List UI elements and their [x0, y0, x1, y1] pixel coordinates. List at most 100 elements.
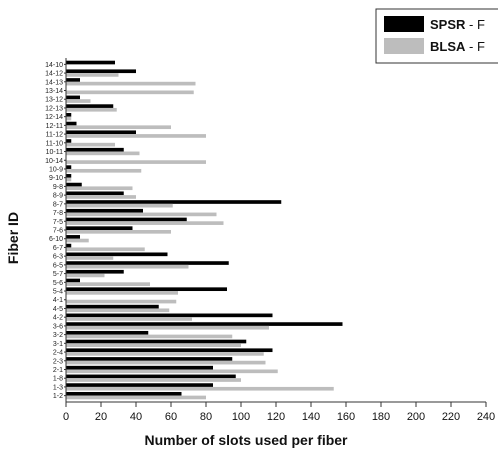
bar-spsr-14-12 — [66, 69, 136, 74]
bar-blsa-5-4 — [66, 291, 178, 295]
bar-spsr-6-3 — [66, 252, 168, 257]
category-labels: 1-2 1-31-8 2-1 2-32-4 3-1 3-2 3-64-2 4-5 4-15-4 5… — [45, 62, 66, 400]
x-tick-label: 40 — [130, 411, 142, 423]
bar-blsa-9-8 — [66, 186, 133, 191]
bar-blsa-5-7 — [66, 273, 105, 278]
y-tick-label: 11-12 — [46, 132, 63, 139]
bar-blsa-8-9 — [66, 195, 136, 199]
bar-spsr-5-7 — [66, 269, 124, 274]
bar-blsa-10-9 — [66, 168, 142, 173]
bar-spsr-10-11 — [66, 147, 124, 152]
y-tick-label: 9-8 — [53, 184, 63, 191]
y-tick-label: 2-4 — [53, 350, 63, 357]
bar-blsa-12-14 — [66, 116, 72, 121]
y-tick-label: 7-8 — [53, 210, 63, 217]
bar-blsa-9-10 — [66, 177, 72, 182]
y-tick-label: 3-1 — [53, 341, 63, 348]
bar-spsr-12-11 — [66, 121, 77, 126]
bar-blsa-14-13 — [66, 81, 196, 86]
bar-spsr-1-2 — [66, 391, 182, 396]
bar-blsa-2-3 — [66, 360, 266, 365]
y-tick-label: 14-10 — [45, 62, 63, 69]
legend-swatch-spsr — [384, 16, 424, 32]
bar-blsa-4-1 — [66, 299, 177, 304]
bar-spsr-3-1 — [66, 339, 247, 344]
bar-blsa-8-7 — [66, 203, 173, 208]
bar-spsr-6-7 — [66, 243, 72, 248]
x-tick-label: 100 — [232, 411, 250, 423]
bar-blsa-7-8 — [66, 212, 217, 217]
bar-spsr-12-14 — [66, 113, 72, 117]
bar-blsa-1-8 — [66, 378, 241, 382]
bar-spsr-10-9 — [66, 165, 72, 169]
bar-blsa-1-2 — [66, 395, 206, 400]
bar-blsa-4-5 — [66, 308, 170, 313]
y-tick-label: 14-13 — [45, 79, 63, 86]
x-axis-ticks: 0 20 40 60 80 100 120 140 160 180 200 220 240 — [63, 402, 495, 423]
y-tick-label: 5-7 — [53, 271, 63, 278]
y-tick-label: 5-6 — [53, 280, 63, 287]
y-tick-label: 13-12 — [45, 97, 63, 104]
y-tick-label: 4-1 — [53, 297, 63, 304]
x-tick-label: 240 — [477, 411, 495, 423]
y-tick-label: 13-14 — [45, 88, 63, 95]
x-tick-label: 20 — [95, 411, 107, 423]
bar-blsa-13-14 — [66, 90, 194, 95]
y-tick-label: 6-10 — [49, 236, 63, 243]
legend-label-spsr: SPSR - F — [430, 17, 485, 32]
bar-blsa-6-3 — [66, 256, 114, 260]
bar-spsr-11-10 — [66, 139, 72, 143]
bar-spsr-14-13 — [66, 78, 80, 82]
y-tick-label: 10-14 — [45, 158, 63, 165]
y-tick-label: 1-3 — [53, 384, 63, 391]
bar-blsa-7-5 — [66, 221, 224, 225]
bar-spsr-7-6 — [66, 226, 133, 230]
bar-spsr-5-6 — [66, 278, 80, 283]
bar-spsr-7-5 — [66, 217, 187, 222]
bar-spsr-14-10 — [66, 60, 115, 65]
bar-blsa-1-3 — [66, 386, 334, 391]
y-tick-label: 2-1 — [53, 367, 63, 374]
bar-spsr-7-8 — [66, 208, 143, 213]
bar-blsa-11-10 — [66, 142, 115, 147]
y-axis-title: Fiber ID — [5, 212, 21, 264]
y-tick-label: 8-7 — [53, 201, 63, 208]
bar-blsa-2-4 — [66, 352, 264, 356]
y-tick-label: 6-3 — [53, 254, 63, 261]
bars-group — [66, 60, 343, 400]
legend-swatch-blsa — [384, 38, 424, 54]
bar-blsa-6-10 — [66, 238, 89, 243]
bar-blsa-11-12 — [66, 134, 206, 138]
bar-spsr-12-13 — [66, 104, 114, 108]
y-tick-label: 10-9 — [49, 166, 63, 173]
y-tick-label: 1-2 — [53, 393, 63, 400]
y-tick-label: 10-11 — [46, 149, 63, 156]
x-axis-title: Number of slots used per fiber — [144, 432, 348, 448]
y-tick-label: 5-4 — [53, 289, 63, 296]
legend: SPSR - F BLSA - F — [375, 8, 498, 64]
bar-blsa-3-1 — [66, 343, 241, 347]
bar-spsr-2-1 — [66, 365, 213, 370]
y-tick-label: 14-12 — [45, 71, 63, 78]
bar-blsa-7-6 — [66, 230, 171, 234]
bar-spsr-4-5 — [66, 304, 159, 309]
bar-blsa-3-2 — [66, 334, 233, 339]
bar-spsr-2-3 — [66, 357, 233, 361]
bar-blsa-2-1 — [66, 369, 278, 374]
bar-blsa-5-6 — [66, 282, 150, 286]
bar-spsr-9-10 — [66, 174, 72, 178]
y-tick-label: 12-14 — [45, 114, 63, 121]
bar-spsr-6-10 — [66, 235, 80, 239]
y-tick-label: 3-2 — [53, 332, 63, 339]
y-tick-label: 6-7 — [53, 245, 63, 252]
bar-blsa-6-5 — [66, 264, 189, 269]
x-tick-label: 160 — [337, 411, 355, 423]
bar-spsr-4-2 — [66, 313, 273, 318]
bar-blsa-14-12 — [66, 73, 119, 77]
bar-blsa-12-11 — [66, 125, 171, 130]
y-tick-label: 9-10 — [49, 175, 63, 182]
y-tick-label: 4-2 — [53, 315, 63, 322]
bar-blsa-4-2 — [66, 317, 192, 321]
y-tick-label: 6-5 — [53, 262, 63, 269]
